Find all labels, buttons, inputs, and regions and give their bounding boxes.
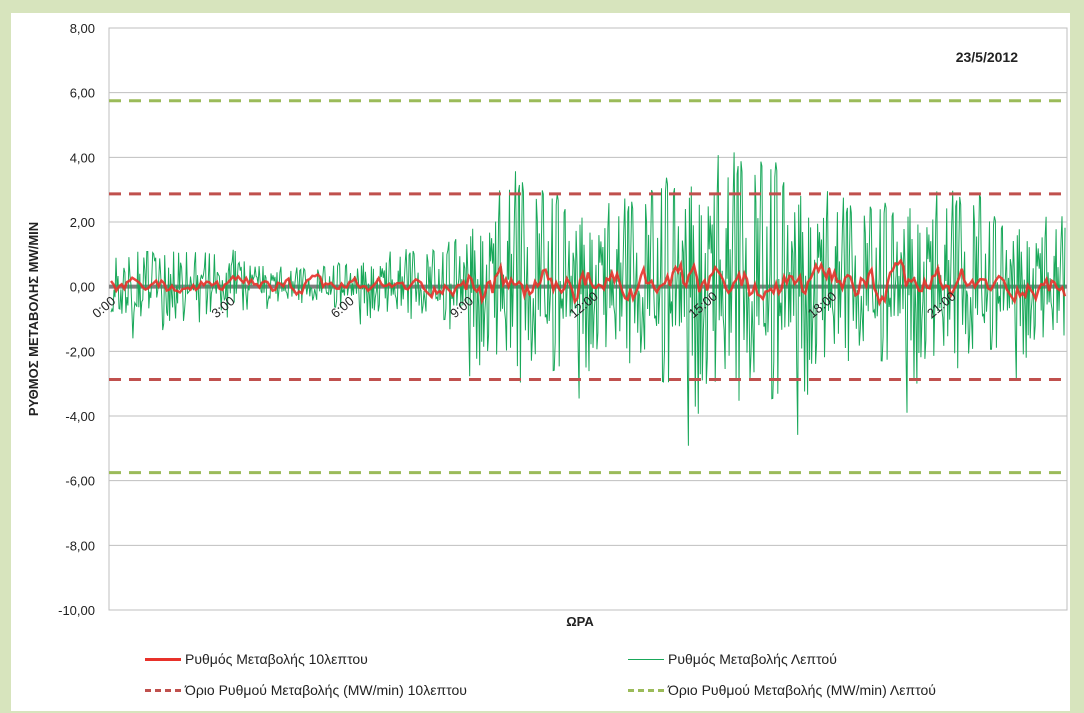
legend-item-10min: Ρυθμός Μεταβολής 10λεπτου bbox=[145, 651, 445, 669]
y-tick-label: -10,00 bbox=[58, 603, 95, 618]
date-label: 23/5/2012 bbox=[956, 49, 1018, 65]
y-tick-label: 4,00 bbox=[70, 150, 95, 165]
y-axis-title: ΡΥΘΜΟΣ ΜΕΤΑΒΟΛΗΣ MW/MIN bbox=[26, 222, 41, 416]
series-minute-path bbox=[110, 152, 1066, 446]
legend-item-limit-minute: Όριο Ρυθμού Μεταβολής (MW/min) Λεπτού bbox=[628, 682, 1058, 700]
legend-label: Όριο Ρυθμού Μεταβολής (MW/min) 10λεπτου bbox=[185, 682, 467, 698]
legend-label: Ρυθμός Μεταβολής 10λεπτου bbox=[185, 651, 368, 667]
legend-swatch-solid-red bbox=[145, 658, 181, 661]
y-tick-label: 0,00 bbox=[70, 280, 95, 295]
legend-swatch-solid-green bbox=[628, 659, 664, 660]
legend-label: Ρυθμός Μεταβολής Λεπτού bbox=[668, 651, 837, 667]
y-tick-label: -2,00 bbox=[65, 344, 95, 359]
x-axis-title: ΩΡΑ bbox=[566, 614, 594, 629]
y-tick-label: 8,00 bbox=[70, 21, 95, 36]
y-tick-label: -8,00 bbox=[65, 538, 95, 553]
y-tick-label: 2,00 bbox=[70, 215, 95, 230]
series-minute-line bbox=[110, 152, 1066, 446]
x-tick-labels: 0:00 3:00 6:00 9:00 12:00 15:00 18:00 21:00 bbox=[89, 289, 958, 321]
y-tick-labels: 8,00 6,00 4,00 2,00 0,00 -2,00 -4,00 -6,00 -8,00… bbox=[58, 21, 95, 618]
y-tick-label: -6,00 bbox=[65, 474, 95, 489]
legend-swatch-dashed-green bbox=[628, 689, 664, 692]
legend-item-limit-10min: Όριο Ρυθμού Μεταβολής (MW/min) 10λεπτου bbox=[145, 682, 605, 700]
legend-swatch-dashed-red bbox=[145, 689, 181, 692]
series-10min-line bbox=[109, 258, 1067, 307]
legend-label: Όριο Ρυθμού Μεταβολής (MW/min) Λεπτού bbox=[668, 682, 936, 698]
legend-item-minute: Ρυθμός Μεταβολής Λεπτού bbox=[628, 651, 928, 669]
series-10min-path bbox=[109, 258, 1067, 307]
y-tick-label: 6,00 bbox=[70, 86, 95, 101]
y-tick-label: -4,00 bbox=[65, 409, 95, 424]
